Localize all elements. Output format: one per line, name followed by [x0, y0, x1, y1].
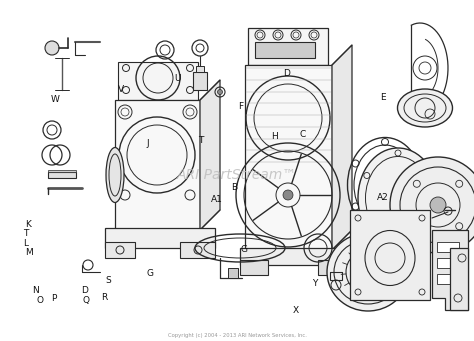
Circle shape: [283, 190, 293, 200]
Polygon shape: [240, 248, 345, 265]
Bar: [255, 42, 315, 58]
Polygon shape: [118, 148, 198, 150]
Polygon shape: [180, 242, 215, 258]
Text: B: B: [231, 183, 237, 192]
Bar: [437, 274, 459, 284]
Polygon shape: [318, 260, 345, 275]
Circle shape: [390, 157, 474, 253]
Text: W: W: [51, 95, 60, 104]
Circle shape: [45, 41, 59, 55]
Ellipse shape: [327, 233, 409, 311]
Polygon shape: [200, 80, 220, 230]
Text: E: E: [380, 93, 386, 102]
Polygon shape: [450, 248, 468, 310]
Bar: [48, 172, 76, 178]
Polygon shape: [332, 45, 352, 250]
Text: Y: Y: [312, 279, 317, 288]
Text: G: G: [241, 245, 248, 254]
Text: A2: A2: [377, 193, 389, 202]
Text: S: S: [105, 276, 111, 284]
Ellipse shape: [358, 148, 438, 248]
Polygon shape: [118, 131, 198, 133]
Text: P: P: [51, 294, 56, 303]
Polygon shape: [248, 28, 328, 65]
Polygon shape: [105, 242, 135, 258]
Text: K: K: [25, 220, 30, 228]
Text: A1: A1: [211, 195, 223, 204]
Text: F: F: [238, 102, 243, 110]
Polygon shape: [118, 125, 198, 127]
Text: D: D: [283, 69, 291, 78]
Text: C: C: [300, 130, 306, 139]
Bar: [196, 66, 204, 72]
Polygon shape: [105, 228, 215, 248]
Text: J: J: [146, 139, 149, 148]
Polygon shape: [432, 230, 468, 310]
Text: G: G: [147, 269, 154, 278]
Bar: [437, 258, 459, 268]
Text: Copyright (c) 2004 - 2013 ARI Network Services, Inc.: Copyright (c) 2004 - 2013 ARI Network Se…: [168, 333, 306, 338]
Polygon shape: [350, 210, 430, 300]
Polygon shape: [118, 136, 198, 138]
Text: H: H: [271, 132, 278, 141]
Circle shape: [430, 197, 446, 213]
Polygon shape: [118, 102, 198, 104]
Text: T: T: [198, 136, 203, 145]
Polygon shape: [240, 260, 268, 275]
Bar: [330, 272, 342, 280]
Ellipse shape: [398, 89, 453, 127]
Text: D: D: [82, 286, 89, 295]
Circle shape: [218, 89, 222, 94]
Text: L: L: [23, 239, 28, 248]
Bar: [193, 72, 207, 90]
Polygon shape: [118, 114, 198, 116]
Polygon shape: [245, 65, 332, 250]
Text: V: V: [118, 85, 124, 93]
Text: ARI PartStream™: ARI PartStream™: [177, 168, 297, 182]
Ellipse shape: [106, 148, 124, 203]
Text: M: M: [25, 248, 32, 257]
Bar: [228, 268, 238, 278]
Polygon shape: [115, 100, 200, 230]
Polygon shape: [118, 119, 198, 121]
Bar: [437, 242, 459, 252]
Bar: [48, 170, 76, 172]
Polygon shape: [118, 62, 198, 100]
Polygon shape: [118, 108, 198, 110]
Text: Q: Q: [83, 296, 90, 305]
Polygon shape: [118, 142, 198, 144]
Text: U: U: [174, 74, 181, 83]
Text: N: N: [32, 286, 39, 295]
Text: R: R: [101, 293, 107, 301]
Text: T: T: [23, 229, 28, 238]
Text: X: X: [293, 306, 299, 315]
Text: O: O: [37, 296, 44, 305]
